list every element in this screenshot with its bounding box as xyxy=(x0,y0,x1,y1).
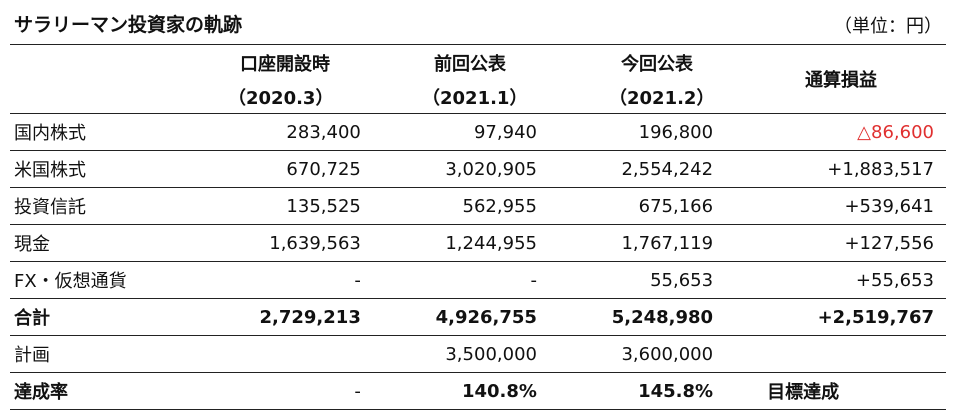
table-row-plan: 計画 3,500,000 3,600,000 xyxy=(10,335,946,373)
row-label: 現金 xyxy=(10,224,228,262)
cell-cumulative: +127,556 xyxy=(713,224,946,262)
cell-cumulative xyxy=(713,335,946,373)
cell-opening: 283,400 xyxy=(227,113,361,151)
col-header-cumulative: 通算損益 xyxy=(805,70,877,91)
col-subheader-previous: （2021.1） xyxy=(422,88,528,109)
col-header-opening: 口座開設時 xyxy=(240,54,330,75)
row-label: 合計 xyxy=(10,298,228,336)
cell-previous: 140.8% xyxy=(360,372,537,410)
cell-current: 2,554,242 xyxy=(536,150,714,188)
cell-current: 3,600,000 xyxy=(536,335,714,373)
page-title: サラリーマン投資家の軌跡 xyxy=(14,14,243,36)
cell-previous: 1,244,955 xyxy=(360,224,537,262)
col-header-current: 今回公表 xyxy=(621,54,693,75)
cell-opening: 1,639,563 xyxy=(227,224,361,262)
cell-cumulative: 目標達成 xyxy=(713,372,946,410)
cell-opening: - xyxy=(227,261,361,299)
cell-current: 1,767,119 xyxy=(536,224,714,262)
table-row: 米国株式 670,725 3,020,905 2,554,242 +1,883,… xyxy=(10,150,946,188)
row-label: FX・仮想通貨 xyxy=(10,261,228,299)
table-row-total: 合計 2,729,213 4,926,755 5,248,980 +2,519,… xyxy=(10,298,946,336)
table-row-achievement: 達成率 - 140.8% 145.8% 目標達成 xyxy=(10,372,946,410)
cell-previous: - xyxy=(360,261,537,299)
table-row: 現金 1,639,563 1,244,955 1,767,119 +127,55… xyxy=(10,224,946,262)
cell-opening: 2,729,213 xyxy=(227,298,361,336)
cell-current: 145.8% xyxy=(536,372,714,410)
row-label: 投資信託 xyxy=(10,187,228,225)
top-rule xyxy=(10,44,946,45)
cell-previous: 3,500,000 xyxy=(360,335,537,373)
row-label: 米国株式 xyxy=(10,150,228,188)
row-label: 達成率 xyxy=(10,372,228,410)
table-row: 投資信託 135,525 562,955 675,166 +539,641 xyxy=(10,187,946,225)
cell-cumulative: +2,519,767 xyxy=(713,298,946,336)
cell-previous: 4,926,755 xyxy=(360,298,537,336)
table-row: FX・仮想通貨 - - 55,653 +55,653 xyxy=(10,261,946,299)
unit-label: （単位：円） xyxy=(834,16,942,37)
cell-current: 675,166 xyxy=(536,187,714,225)
cell-opening: 135,525 xyxy=(227,187,361,225)
portfolio-table: 国内株式 283,400 97,940 196,800 △86,600 米国株式… xyxy=(10,113,946,410)
cell-opening: - xyxy=(227,372,361,410)
cell-current: 196,800 xyxy=(536,113,714,151)
row-label: 国内株式 xyxy=(10,113,228,151)
table-row: 国内株式 283,400 97,940 196,800 △86,600 xyxy=(10,113,946,151)
row-label: 計画 xyxy=(10,335,228,373)
cell-previous: 562,955 xyxy=(360,187,537,225)
cell-previous: 3,020,905 xyxy=(360,150,537,188)
col-header-previous: 前回公表 xyxy=(434,54,506,75)
cell-current: 55,653 xyxy=(536,261,714,299)
cell-opening: 670,725 xyxy=(227,150,361,188)
cell-cumulative: +1,883,517 xyxy=(713,150,946,188)
col-subheader-opening: （2020.3） xyxy=(228,88,334,109)
col-subheader-current: （2021.2） xyxy=(609,88,715,109)
cell-cumulative: +55,653 xyxy=(713,261,946,299)
cell-cumulative: △86,600 xyxy=(713,113,946,151)
cell-current: 5,248,980 xyxy=(536,298,714,336)
cell-opening xyxy=(227,335,361,373)
cell-cumulative: +539,641 xyxy=(713,187,946,225)
cell-previous: 97,940 xyxy=(360,113,537,151)
